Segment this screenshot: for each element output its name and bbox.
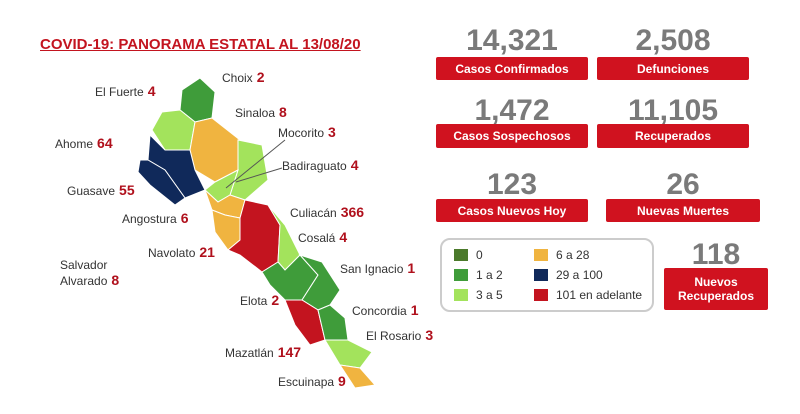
municipality-label: Culiacán 366 [290, 205, 364, 221]
stat-number: 2,508 [635, 24, 711, 57]
municipality-name: Mocorito [278, 126, 325, 140]
legend-label: 1 a 2 [476, 268, 503, 282]
legend-item: 1 a 2 [454, 268, 503, 282]
stat-label: Nuevas Muertes [606, 199, 760, 222]
municipality-value: 8 [279, 104, 287, 120]
municipality-value: 55 [119, 182, 135, 198]
municipality-value: 4 [147, 83, 156, 99]
legend-label: 29 a 100 [556, 268, 603, 282]
legend-swatch [454, 269, 468, 281]
municipality-value: 6 [180, 210, 189, 226]
municipality-label: San Ignacio 1 [340, 261, 415, 277]
municipality-value: 3 [328, 124, 336, 140]
municipality-name: Angostura [122, 212, 177, 226]
stat-label: Casos Confirmados [436, 57, 588, 80]
municipality-label: Navolato 21 [148, 245, 215, 261]
municipality-label: El Rosario 3 [366, 328, 433, 344]
municipality-label: Cosalá 4 [298, 230, 347, 246]
municipality-label: Ahome 64 [55, 136, 113, 152]
municipality-label: Angostura 6 [122, 211, 189, 227]
legend-item: 6 a 28 [534, 248, 589, 262]
municipality-value: 4 [339, 229, 348, 245]
stat-label: Defunciones [597, 57, 749, 80]
municipality-name: Ahome [55, 137, 94, 151]
stat-label: Nuevos Recuperados [664, 268, 768, 310]
municipality-value: 2 [256, 69, 265, 85]
municipality-name: Salvador Alvarado [60, 258, 108, 288]
legend-swatch [454, 249, 468, 261]
legend-label: 101 en adelante [556, 288, 643, 302]
stat-label: Recuperados [597, 124, 749, 148]
stat-number: 11,105 [627, 94, 719, 127]
municipality-name: Navolato [148, 246, 196, 260]
municipality-value: 9 [338, 373, 346, 389]
municipality-label: Mazatlán 147 [225, 345, 301, 361]
municipality-label: Elota 2 [240, 293, 279, 309]
municipality-label: Guasave 55 [67, 183, 135, 199]
municipality-value: 64 [97, 135, 113, 151]
map [137, 77, 376, 389]
stat-label: Casos Sospechosos [436, 124, 588, 148]
municipality-name: Guasave [67, 184, 116, 198]
municipality-label: Choix 2 [222, 70, 264, 86]
legend-label: 0 [476, 248, 483, 262]
municipality-name: Badiraguato [282, 159, 347, 173]
municipality-value: 1 [410, 302, 419, 318]
municipality-label: Salvador Alvarado 8 [60, 258, 130, 289]
stat-number: 123 [486, 168, 538, 201]
municipality-name: San Ignacio [340, 262, 404, 276]
legend-swatch [534, 269, 548, 281]
municipality-label: Escuinapa 9 [278, 374, 346, 390]
municipality-value: 1 [407, 260, 416, 276]
legend-item: 3 a 5 [454, 288, 503, 302]
municipality-label: Concordia 1 [352, 303, 419, 319]
legend: 0 1 a 2 3 a 5 6 a 28 29 a 100 101 en adelante [440, 238, 654, 312]
municipality-name: Escuinapa [278, 375, 335, 389]
municipality-name: Cosalá [298, 231, 336, 245]
municipality-value: 8 [111, 272, 120, 288]
stat-number: 118 [691, 238, 741, 271]
municipality-value: 4 [350, 157, 359, 173]
title: COVID-19: PANORAMA ESTATAL AL 13/08/20 [40, 36, 361, 53]
municipality-label: El Fuerte 4 [95, 84, 155, 100]
legend-swatch [454, 289, 468, 301]
municipality-name: El Fuerte [95, 85, 144, 99]
legend-item: 0 [454, 248, 483, 262]
municipality-name: Elota [240, 294, 268, 308]
municipality-name: Choix [222, 71, 253, 85]
municipality-label: Sinaloa 8 [235, 105, 287, 121]
legend-item: 29 a 100 [534, 268, 603, 282]
municipality-name: Concordia [352, 304, 407, 318]
stat-number: 14,321 [466, 24, 558, 57]
municipality-value: 147 [277, 344, 302, 360]
municipality-value: 21 [199, 244, 215, 260]
municipality-name: Sinaloa [235, 106, 276, 120]
legend-item: 101 en adelante [534, 288, 642, 302]
municipality-value: 2 [271, 292, 280, 308]
municipality-name: Culiacán [290, 206, 337, 220]
legend-swatch [534, 249, 548, 261]
legend-label: 6 a 28 [556, 248, 590, 262]
municipality-value: 3 [425, 327, 434, 343]
legend-swatch [534, 289, 548, 301]
municipality-name: El Rosario [366, 329, 422, 343]
municipality-name: Mazatlán [225, 346, 274, 360]
municipality-label: Badiraguato 4 [282, 158, 359, 174]
municipality-value: 366 [340, 204, 365, 220]
stat-number: 26 [666, 168, 700, 201]
stat-number: 1,472 [474, 94, 550, 127]
stat-label: Casos Nuevos Hoy [436, 199, 588, 222]
legend-label: 3 a 5 [476, 288, 503, 302]
municipality-label: Mocorito 3 [278, 125, 336, 141]
